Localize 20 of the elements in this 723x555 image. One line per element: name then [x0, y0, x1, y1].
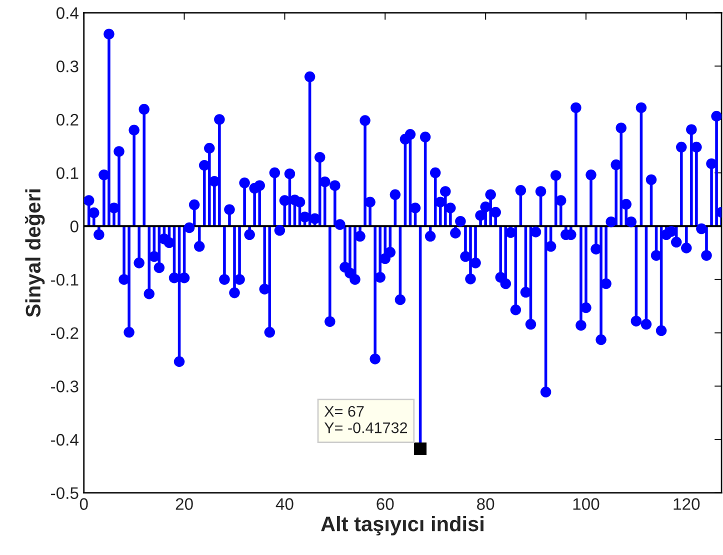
y-tick-label: 0.4: [56, 7, 79, 19]
x-tick-label: 0: [80, 498, 88, 510]
y-tick-label: 0.2: [56, 114, 78, 126]
y-tick-label: -0.2: [51, 327, 78, 340]
x-tick-label: 20: [176, 498, 193, 510]
y-tick-label: -0.3: [51, 380, 78, 392]
y-tick-label: 0.3: [56, 60, 78, 72]
x-tick-label: 80: [477, 498, 494, 510]
y-tick-label: -0.1: [51, 274, 78, 286]
x-tick-label: 120: [674, 498, 700, 510]
y-axis-title: Sinyal değeri: [25, 189, 45, 318]
x-tick-label: 100: [573, 498, 600, 510]
x-tick-label: 40: [276, 498, 294, 510]
annotation: X= 67 Y= -0.41732: [324, 406, 408, 434]
y-tick-label: 0.1: [56, 167, 78, 179]
y-tick-label: -0.5: [51, 487, 78, 500]
y-tick-label: 0: [70, 220, 78, 232]
x-axis-title: Alt taşıyıcı indisi: [321, 516, 484, 536]
y-tick-label: -0.4: [51, 434, 79, 446]
x-tick-label: 60: [376, 498, 394, 510]
